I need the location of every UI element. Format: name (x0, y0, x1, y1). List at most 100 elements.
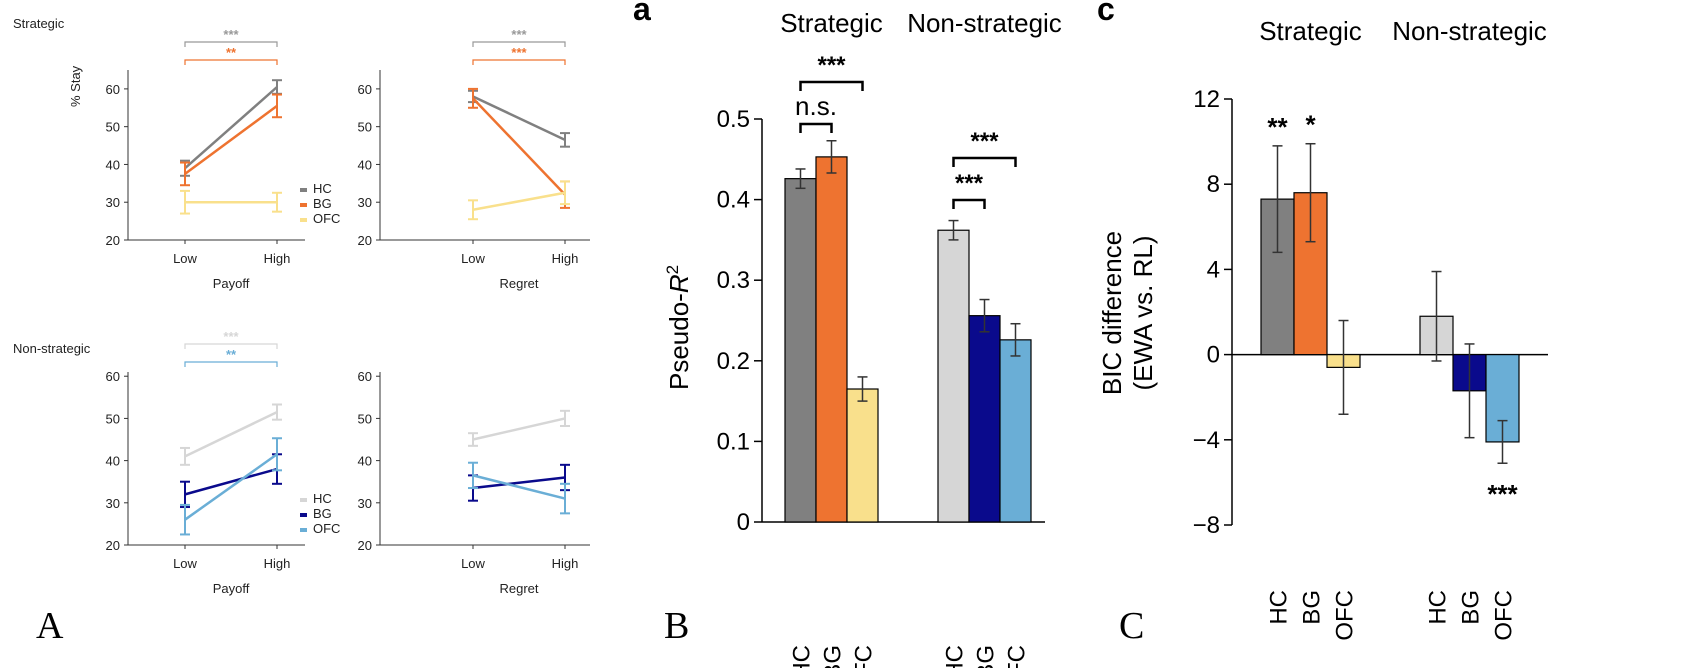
significance-bracket (799, 80, 864, 91)
y-tick-label: 0.4 (717, 187, 750, 214)
group-title: Non-strategic (1392, 16, 1547, 46)
y-tick-label: 40 (358, 157, 372, 172)
chart-strategic-regret: 20 30 40 50 60 Low High Regret *** *** (358, 27, 590, 291)
x-axis-label: Regret (499, 581, 538, 596)
legend-swatch-ofc (300, 528, 307, 532)
panel-a: Strategic Non-strategic 20 30 40 50 60 Low Hig… (13, 16, 590, 596)
bar-hc (784, 178, 817, 523)
y-tick-label: 0 (1207, 342, 1220, 369)
legend-swatch-hc (300, 498, 307, 502)
x-tick-label: High (264, 556, 291, 571)
series-line-bg (184, 467, 278, 496)
significance-label: ** (1267, 112, 1288, 142)
significance-label: *** (817, 52, 846, 79)
significance-bracket (184, 41, 278, 47)
category-label: OFC (1004, 645, 1031, 668)
series-line-hc (472, 95, 566, 142)
cropped-letter-c: c (1097, 0, 1115, 27)
series-line-ofc (472, 191, 566, 212)
category-label: HC (1266, 590, 1293, 625)
x-tick-label: High (552, 556, 579, 571)
bar-bg (968, 315, 1001, 523)
strategic-row-title: Strategic (13, 16, 65, 31)
series-line-bg (472, 476, 566, 490)
bar-hc (937, 229, 970, 523)
y-tick-label: 0 (737, 509, 750, 536)
y-tick-label: 60 (106, 369, 120, 384)
group-title: Strategic (1259, 16, 1362, 46)
series-line-ofc (472, 474, 566, 500)
x-tick-label: Low (461, 251, 485, 266)
significance-bracket (472, 41, 566, 47)
significance-label: *** (511, 45, 527, 60)
x-tick-label: Low (173, 556, 197, 571)
y-tick-label: 12 (1193, 86, 1220, 113)
category-label: BG (1458, 590, 1485, 625)
significance-label: *** (223, 329, 239, 344)
y-tick-label: 60 (106, 82, 120, 97)
y-tick-label: 50 (106, 411, 120, 426)
chart-bic-difference: −8 −4 0 4 8 12 Strategic HC ** BG * OFC Non-strategi… (1097, 16, 1548, 641)
legend-label: HC (313, 491, 332, 506)
y-tick-label: −4 (1193, 427, 1220, 454)
x-tick-label: High (552, 251, 579, 266)
cropped-letter-a: a (633, 0, 651, 27)
significance-label: ** (226, 347, 237, 362)
chart-pseudo-r2: 00.10.20.30.40.5StrategicHCBGOFCn.s.***N… (663, 8, 1062, 668)
group-title: Non-strategic (907, 8, 1062, 38)
y-axis-label-pseudo-r2: Pseudo-R2 (663, 265, 694, 390)
y-tick-label: 60 (358, 369, 372, 384)
significance-label: *** (223, 27, 239, 42)
legend-swatch-hc (300, 188, 307, 192)
y-tick-label: 20 (358, 538, 372, 553)
bar-ofc (999, 339, 1032, 523)
y-tick-label: 20 (358, 233, 372, 248)
nonstrategic-row-title: Non-strategic (13, 341, 91, 356)
category-label: HC (1425, 590, 1452, 625)
x-axis-label: Payoff (213, 276, 250, 291)
bar-bg (815, 156, 848, 523)
y-tick-label: 30 (106, 496, 120, 511)
series-line-hc (184, 410, 278, 458)
x-tick-label: High (264, 251, 291, 266)
legend-label: BG (313, 196, 332, 211)
category-label: OFC (1332, 590, 1359, 641)
legend-label: BG (313, 506, 332, 521)
category-label: OFC (851, 645, 878, 668)
legend-label: OFC (313, 521, 340, 536)
y-tick-label: 40 (358, 454, 372, 469)
y-axis-label-line: BIC difference (1097, 231, 1127, 395)
significance-bracket (799, 122, 833, 133)
significance-bracket (184, 361, 278, 367)
panel-letter-c: C (1119, 605, 1144, 647)
y-axis-label-stay: % Stay (68, 65, 83, 107)
y-tick-label: 40 (106, 157, 120, 172)
y-tick-label: 50 (358, 120, 372, 135)
category-label: HC (789, 645, 816, 668)
panel-letter-b: B (664, 605, 689, 647)
legend-label: OFC (313, 211, 340, 226)
x-axis-label: Payoff (213, 581, 250, 596)
legend-swatch-ofc (300, 218, 307, 222)
y-tick-label: 4 (1207, 256, 1220, 283)
y-tick-label: 50 (358, 411, 372, 426)
y-tick-label: 0.2 (717, 348, 750, 375)
category-label: OFC (1491, 590, 1518, 641)
x-tick-label: Low (461, 556, 485, 571)
series-line-bg (184, 104, 278, 175)
significance-label: n.s. (795, 91, 837, 121)
y-tick-label: 30 (106, 195, 120, 210)
series-line-bg (472, 97, 566, 196)
y-tick-label: 8 (1207, 171, 1220, 198)
y-tick-label: 60 (358, 82, 372, 97)
series-line-hc (472, 417, 566, 441)
panel-letter-a: A (36, 605, 64, 647)
category-label: HC (942, 645, 969, 668)
significance-label: * (1305, 110, 1316, 140)
legend-label: HC (313, 181, 332, 196)
significance-bracket (184, 59, 278, 65)
significance-bracket (184, 343, 278, 349)
